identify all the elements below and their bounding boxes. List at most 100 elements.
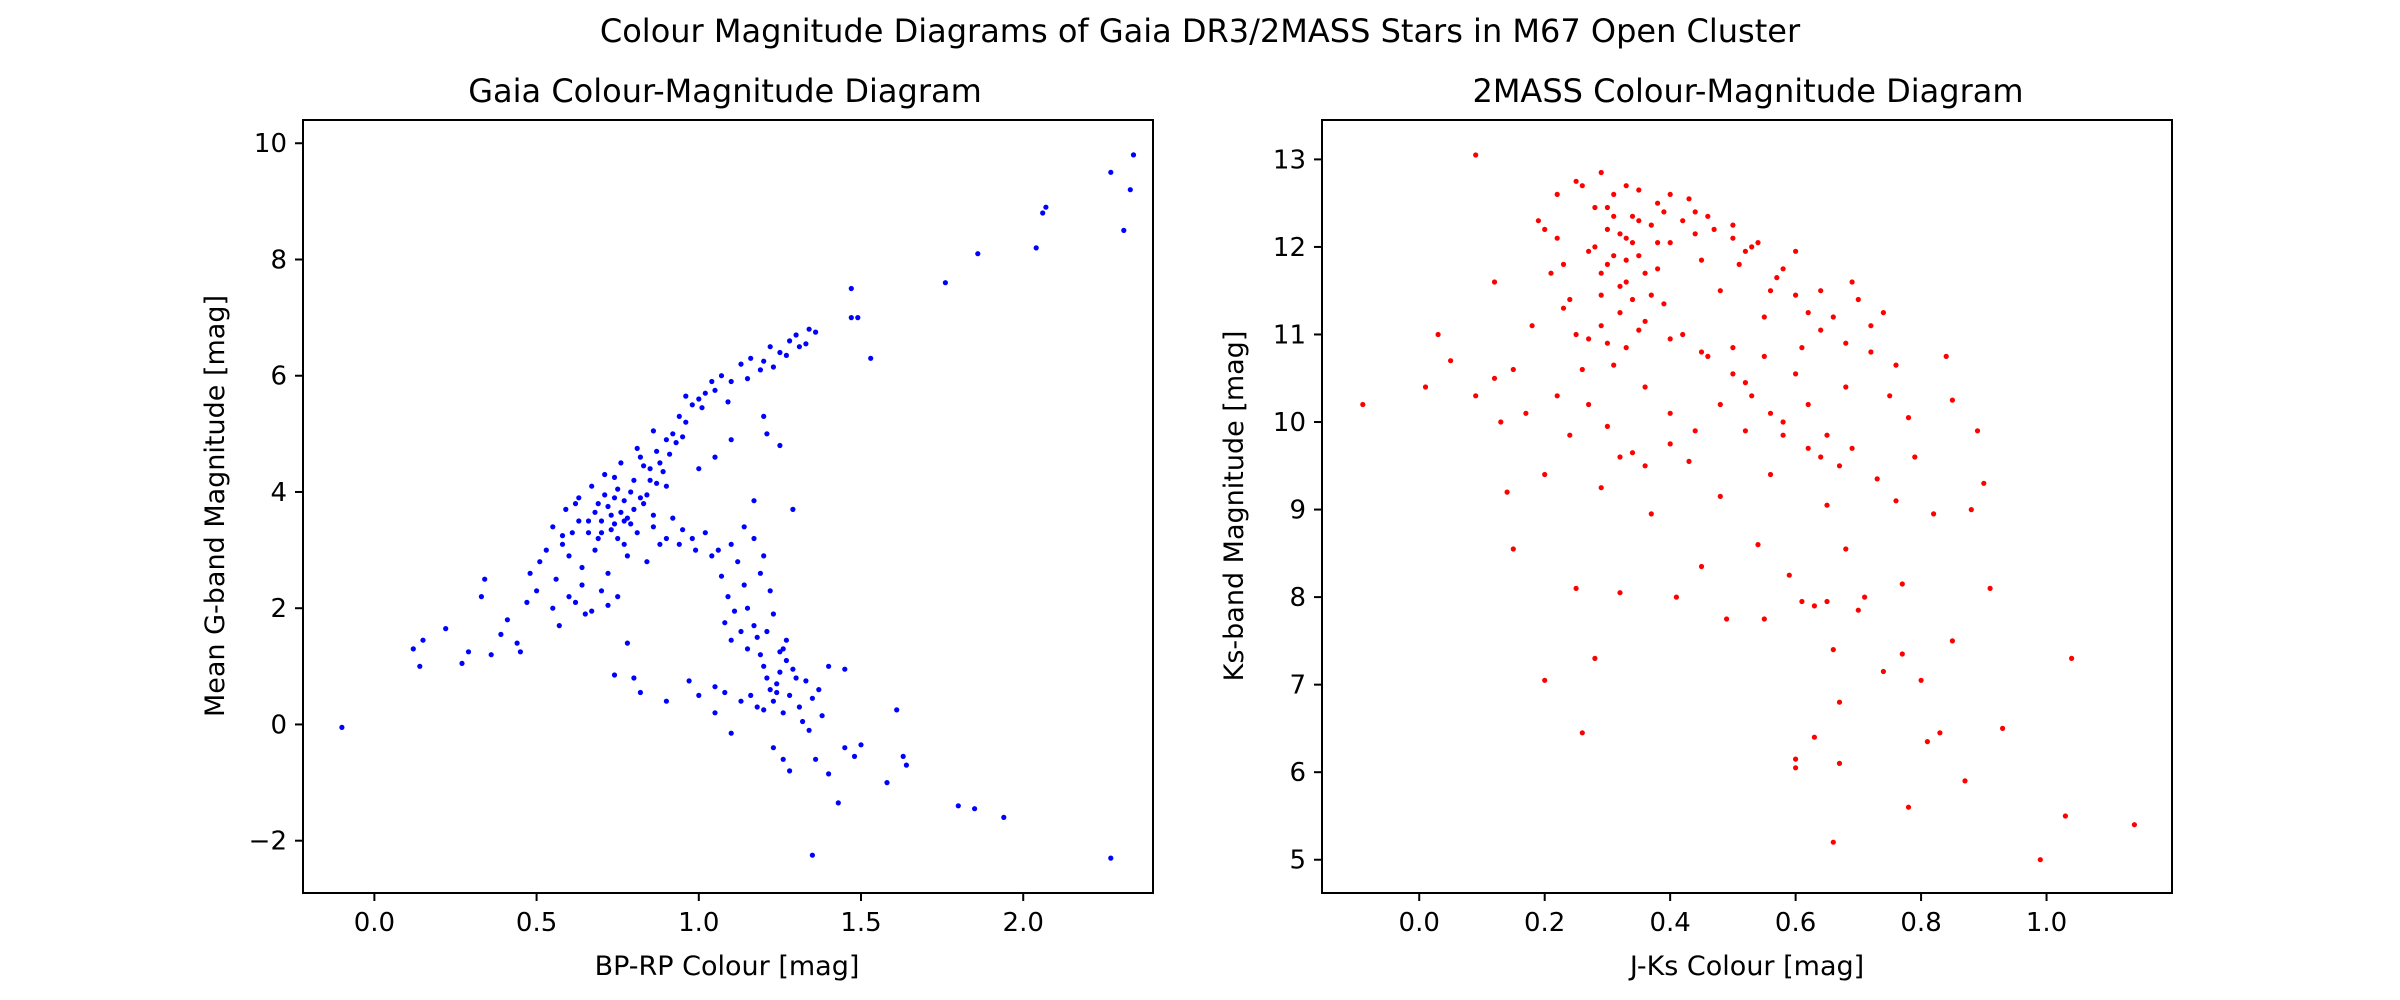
twomass-point-114 bbox=[1949, 638, 1955, 644]
twomass-point-67 bbox=[1736, 261, 1742, 267]
twomass-point-61 bbox=[1711, 226, 1717, 232]
twomass-point-60 bbox=[1705, 353, 1711, 359]
gaia-point-66 bbox=[787, 338, 793, 344]
gaia-point-109 bbox=[728, 541, 734, 547]
twomass-point-57 bbox=[1692, 209, 1698, 215]
twomass-point-28 bbox=[1592, 655, 1598, 662]
gaia-point-173 bbox=[579, 582, 585, 588]
gaia-point-155 bbox=[842, 745, 848, 751]
twomass-point-79 bbox=[1793, 765, 1799, 771]
gaia-point-134 bbox=[780, 710, 786, 716]
twomass-point-103 bbox=[1899, 651, 1905, 657]
gaia-point-152 bbox=[780, 756, 786, 762]
gaia-point-164 bbox=[972, 806, 978, 812]
gaia-point-6 bbox=[465, 649, 472, 655]
twomass-point-104 bbox=[1899, 581, 1905, 587]
gaia-point-221 bbox=[634, 445, 640, 451]
gaia-point-229 bbox=[696, 466, 702, 472]
gaia-point-140 bbox=[696, 692, 702, 699]
gaia-point-0 bbox=[339, 724, 345, 731]
gaia-point-86 bbox=[598, 518, 605, 524]
gaia-point-167 bbox=[1108, 855, 1114, 861]
gaia-point-143 bbox=[631, 675, 637, 681]
twomass-point-136 bbox=[1629, 296, 1636, 303]
twomass-point-29 bbox=[1592, 204, 1598, 211]
twomass-point-157 bbox=[1843, 340, 1849, 346]
gaia-point-26 bbox=[579, 564, 585, 571]
twomass-point-164 bbox=[1730, 345, 1736, 351]
twomass-point-88 bbox=[1824, 502, 1830, 508]
gaia-point-142 bbox=[663, 698, 670, 704]
twomass-point-93 bbox=[1843, 384, 1849, 390]
gaia-point-178 bbox=[566, 553, 572, 559]
twomass-point-121 bbox=[2037, 857, 2043, 863]
twomass-point-55 bbox=[1680, 331, 1686, 338]
twomass-point-36 bbox=[1617, 310, 1623, 316]
twomass-point-38 bbox=[1623, 235, 1629, 241]
gaia-point-58 bbox=[709, 378, 715, 385]
twomass-point-78 bbox=[1793, 756, 1799, 762]
twomass-x-tick-label-0: 0.0 bbox=[1399, 908, 1440, 938]
twomass-y-tick-label-1: 6 bbox=[1289, 758, 1306, 788]
twomass-point-8 bbox=[1498, 419, 1504, 425]
twomass-point-19 bbox=[1554, 191, 1560, 197]
twomass-point-173 bbox=[1767, 410, 1774, 416]
gaia-point-165 bbox=[1001, 814, 1007, 821]
gaia-point-176 bbox=[605, 602, 611, 608]
gaia-plot-frame bbox=[302, 119, 1154, 894]
twomass-point-72 bbox=[1761, 616, 1767, 622]
gaia-point-111 bbox=[751, 498, 757, 504]
gaia-point-89 bbox=[615, 486, 621, 492]
gaia-point-137 bbox=[712, 710, 718, 716]
gaia-point-112 bbox=[735, 559, 741, 565]
twomass-point-39 bbox=[1623, 279, 1629, 285]
gaia-point-188 bbox=[738, 628, 744, 635]
twomass-point-46 bbox=[1648, 222, 1654, 228]
gaia-point-204 bbox=[683, 393, 689, 399]
twomass-point-116 bbox=[1968, 507, 1974, 513]
twomass-y-tick-label-3: 8 bbox=[1289, 583, 1306, 613]
twomass-point-25 bbox=[1579, 730, 1585, 736]
gaia-point-185 bbox=[718, 573, 725, 579]
twomass-point-149 bbox=[1742, 248, 1748, 254]
gaia-point-181 bbox=[670, 515, 676, 521]
twomass-point-146 bbox=[1692, 231, 1698, 237]
gaia-point-182 bbox=[680, 527, 686, 533]
twomass-point-47 bbox=[1648, 511, 1654, 517]
twomass-point-90 bbox=[1830, 647, 1836, 653]
gaia-point-25 bbox=[576, 495, 582, 501]
gaia-point-196 bbox=[790, 666, 796, 672]
twomass-point-158 bbox=[1855, 296, 1861, 303]
twomass-point-111 bbox=[1937, 730, 1943, 736]
twomass-point-94 bbox=[1843, 546, 1849, 552]
gaia-point-51 bbox=[663, 437, 670, 443]
gaia-point-71 bbox=[855, 315, 861, 321]
gaia-y-tick-label-0: −2 bbox=[249, 827, 287, 857]
gaia-point-171 bbox=[556, 623, 562, 629]
twomass-point-13 bbox=[1529, 323, 1535, 329]
twomass-point-128 bbox=[1611, 253, 1617, 259]
twomass-point-165 bbox=[1761, 353, 1767, 359]
twomass-point-96 bbox=[1855, 607, 1861, 613]
gaia-point-47 bbox=[647, 477, 653, 483]
gaia-point-48 bbox=[650, 524, 657, 530]
gaia-point-42 bbox=[631, 506, 637, 512]
twomass-point-179 bbox=[1617, 454, 1623, 460]
twomass-y-tick-label-0: 5 bbox=[1289, 846, 1306, 876]
gaia-point-163 bbox=[955, 803, 961, 809]
gaia-point-198 bbox=[809, 695, 816, 701]
twomass-point-176 bbox=[1692, 428, 1698, 434]
twomass-point-70 bbox=[1749, 393, 1755, 399]
twomass-point-22 bbox=[1567, 432, 1573, 438]
gaia-point-202 bbox=[761, 553, 767, 559]
twomass-plot-frame bbox=[1321, 119, 2173, 894]
gaia-point-184 bbox=[709, 553, 715, 559]
gaia-point-11 bbox=[504, 617, 510, 623]
gaia-point-38 bbox=[618, 460, 624, 466]
twomass-point-153 bbox=[1793, 292, 1799, 298]
gaia-point-102 bbox=[576, 518, 582, 524]
gaia-point-199 bbox=[816, 687, 822, 693]
twomass-point-152 bbox=[1780, 266, 1786, 272]
gaia-point-30 bbox=[592, 547, 598, 553]
twomass-point-62 bbox=[1717, 288, 1723, 294]
